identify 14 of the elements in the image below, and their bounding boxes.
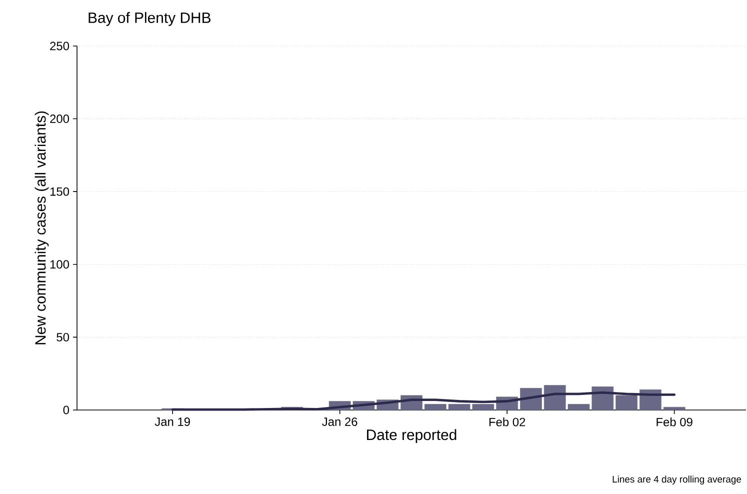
x-tick-label: Feb 02 <box>489 418 526 426</box>
x-axis-title: Date reported <box>367 429 456 444</box>
y-tick-label: 150 <box>50 187 70 196</box>
x-tick-label: Jan 26 <box>322 418 358 426</box>
x-tick-label: Feb 09 <box>656 418 692 426</box>
y-tick-label: 200 <box>50 114 70 124</box>
chart-title: Bay of Plenty DHB <box>88 12 210 26</box>
x-tick-label: Jan 19 <box>154 418 190 426</box>
y-tick-label: 250 <box>50 42 70 50</box>
text: Lines are 4 day rolling average <box>612 476 742 484</box>
y-tick-label: 50 <box>56 332 70 342</box>
y-tick-label: 0 <box>63 406 70 414</box>
y-tick-label: 100 <box>50 260 70 269</box>
y-axis-title: New community cases (all variants) <box>34 111 49 344</box>
